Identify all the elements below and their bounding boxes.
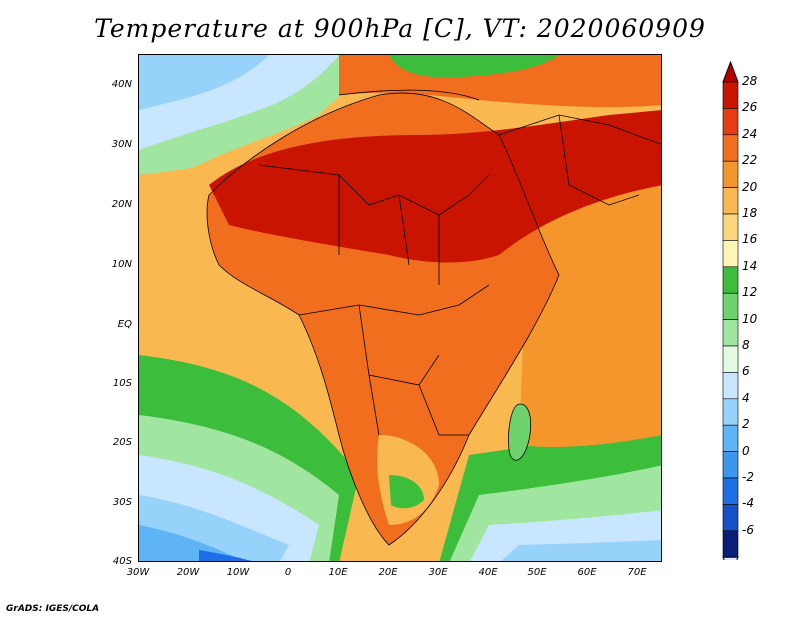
colorbar-label: -6	[742, 522, 754, 537]
y-tick-label: 30N	[111, 139, 132, 150]
y-tick-label: 10N	[111, 259, 132, 270]
colorbar-label: 10	[742, 311, 758, 326]
colorbar-swatch	[722, 266, 739, 294]
colorbar-label: 14	[742, 258, 758, 273]
colorbar-swatch	[722, 398, 739, 426]
colorbar-label: 12	[742, 285, 758, 300]
colorbar-over-triangle	[722, 60, 739, 83]
colorbar-label: 26	[742, 100, 758, 115]
colorbar-label: 0	[742, 443, 750, 458]
colorbar-swatch	[722, 240, 739, 268]
temperature-field-map	[139, 55, 661, 561]
map-plot-area	[138, 54, 662, 562]
colorbar-label: 2	[742, 417, 750, 432]
colorbar-label: 4	[742, 390, 750, 405]
footer-credit: GrADS: IGES/COLA	[6, 604, 100, 614]
x-tick-label: 10W	[226, 567, 250, 578]
x-tick-label: 30E	[428, 567, 448, 578]
y-tick-label: 30S	[112, 497, 132, 508]
x-tick-label: 60E	[577, 567, 597, 578]
colorbar-label: -2	[742, 470, 754, 484]
colorbar-swatch	[722, 160, 739, 188]
colorbar-label: 18	[742, 206, 758, 220]
y-tick-label: 40N	[111, 79, 132, 90]
colorbar-label: 24	[742, 126, 758, 141]
colorbar-label: 22	[742, 153, 758, 168]
y-tick-label: 20S	[112, 437, 132, 448]
colorbar-swatch	[722, 345, 739, 373]
colorbar-swatch	[722, 504, 739, 532]
colorbar-swatch	[722, 319, 739, 347]
colorbar-swatch	[722, 530, 739, 558]
x-tick-label: 20W	[176, 567, 200, 578]
x-tick-label: 30W	[126, 567, 150, 578]
x-tick-label: 20E	[378, 567, 398, 578]
x-tick-label: 0	[284, 567, 292, 578]
colorbar-label: -4	[742, 496, 754, 511]
page-title: Temperature at 900hPa [C], VT: 202006090…	[94, 14, 706, 43]
colorbar-swatch	[722, 108, 739, 136]
colorbar-swatch	[722, 81, 739, 109]
y-tick-label: 20N	[111, 199, 132, 210]
colorbar-swatch	[722, 292, 739, 320]
x-tick-label: 10E	[328, 567, 348, 578]
colorbar-swatch	[722, 372, 739, 400]
y-tick-label: 10S	[112, 378, 132, 389]
y-tick-label: 40S	[112, 556, 132, 567]
colorbar-label: 6	[742, 364, 750, 379]
colorbar-swatch	[722, 424, 739, 452]
x-tick-label: 70E	[627, 567, 647, 578]
colorbar-label: 8	[742, 338, 750, 352]
colorbar-under-triangle	[722, 556, 739, 560]
colorbar-swatch	[722, 451, 739, 479]
colorbar-swatch	[722, 187, 739, 215]
y-tick-label: EQ	[117, 319, 132, 330]
colorbar-swatch	[722, 134, 739, 162]
colorbar-swatch	[722, 477, 739, 505]
x-tick-label: 50E	[527, 567, 547, 578]
colorbar	[722, 60, 739, 560]
x-tick-label: 40E	[478, 567, 498, 578]
colorbar-label: 20	[742, 179, 758, 194]
colorbar-label: 28	[742, 74, 758, 88]
colorbar-swatch	[722, 213, 739, 241]
colorbar-label: 16	[742, 232, 758, 247]
